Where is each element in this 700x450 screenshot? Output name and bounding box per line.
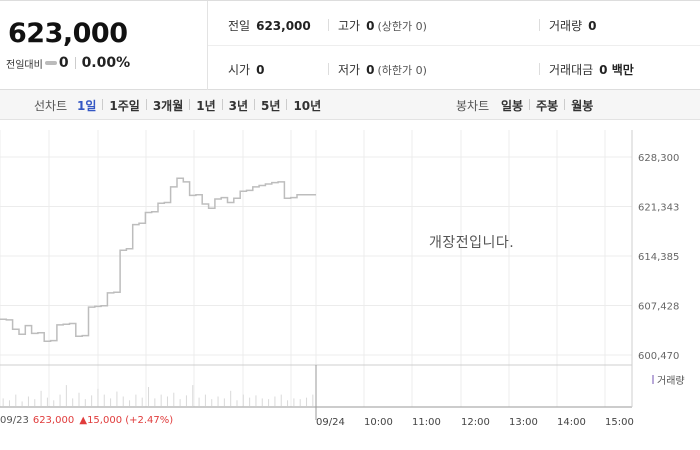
- x-tick-label: 14:00: [557, 417, 586, 428]
- volume-legend: 거래량: [652, 372, 685, 387]
- chart-toolbar: 선차트 1일 1주일 3개월 1년 3년 5년 10년 봉차트 일봉 주봉 월봉: [0, 90, 700, 120]
- tab-line-4[interactable]: 3년: [228, 99, 249, 113]
- divider: [328, 63, 329, 75]
- y-tick-label: 628,300: [638, 153, 679, 164]
- high-price: 고가 0 (상한가 0): [338, 17, 427, 34]
- tab-line-0[interactable]: 1일: [77, 99, 97, 113]
- volume: 거래량 0: [549, 17, 596, 34]
- unchanged-icon: [44, 61, 57, 65]
- tab-line-1[interactable]: 1주일: [109, 99, 140, 113]
- open-label: 시가: [228, 63, 251, 77]
- footer-price: 623,000: [32, 415, 75, 426]
- tab-line-6[interactable]: 10년: [293, 99, 322, 113]
- x-tick-label: 09/24: [316, 417, 345, 428]
- change-value: 0: [58, 55, 69, 71]
- footer-date: 09/23: [0, 415, 29, 426]
- divider: [189, 99, 191, 110]
- prev-close-value: 623,000: [256, 19, 311, 33]
- tab-candle-1[interactable]: 주봉: [536, 99, 559, 113]
- tab-line-3[interactable]: 1년: [196, 99, 216, 113]
- chart-footer: 09/23 623,000 ▲15,000 (+2.47%): [0, 415, 173, 426]
- line-chart-title: 선차트: [34, 99, 68, 113]
- prev-close-label: 전일: [228, 19, 251, 33]
- price-box: 623,000 전일대비 0 0.00%: [0, 1, 208, 90]
- price-chart-svg: 628,300 621,343 614,385 607,428 600,470 09/24…: [0, 130, 679, 428]
- open-price: 시가 0: [228, 61, 264, 78]
- divider: [564, 99, 566, 110]
- low-label: 저가: [338, 63, 361, 77]
- trade-amount-label: 거래대금: [549, 63, 594, 77]
- price-line: [0, 177, 316, 343]
- high-value: 0: [366, 19, 375, 33]
- y-tick-label: 600,470: [638, 351, 679, 362]
- footer-change: ▲15,000 (+2.47%): [79, 415, 174, 426]
- quote-summary: 623,000 전일대비 0 0.00% 전일 623,000 고가 0 (상한가 0…: [0, 0, 700, 90]
- current-price: 623,000: [8, 18, 128, 49]
- volume-legend-label: 거래량: [657, 376, 685, 387]
- tab-candle-0[interactable]: 일봉: [501, 99, 524, 113]
- divider: [529, 99, 531, 110]
- high-label: 고가: [338, 19, 361, 33]
- tab-line-5[interactable]: 5년: [261, 99, 281, 113]
- divider: [145, 99, 147, 110]
- upper-limit: (상한가 0): [377, 20, 427, 33]
- low-value: 0: [366, 63, 375, 77]
- price-chart: 628,300 621,343 614,385 607,428 600,470 09/24…: [0, 120, 700, 450]
- line-chart-tabs: 1일 1주일 3개월 1년 3년 5년 10년: [77, 97, 321, 114]
- change-percent: 0.00%: [81, 55, 131, 71]
- volume-label: 거래량: [549, 19, 583, 33]
- divider: [221, 99, 223, 110]
- divider: [208, 45, 700, 46]
- x-tick-label: 11:00: [412, 417, 441, 428]
- y-tick-label: 614,385: [638, 252, 679, 263]
- divider: [539, 63, 540, 75]
- divider: [539, 19, 540, 31]
- divider: [328, 19, 329, 31]
- x-tick-label: 13:00: [509, 417, 538, 428]
- divider: [254, 99, 256, 110]
- lower-limit: (하한가 0): [377, 64, 427, 77]
- divider: [286, 99, 288, 110]
- x-tick-label: 12:00: [461, 417, 490, 428]
- x-tick-label: 15:00: [605, 417, 634, 428]
- divider: [74, 57, 76, 69]
- tab-candle-2[interactable]: 월봉: [571, 99, 594, 113]
- tab-line-2[interactable]: 3개월: [152, 99, 184, 113]
- change-row: 전일대비 0 0.00%: [6, 55, 130, 71]
- open-value: 0: [256, 63, 265, 77]
- x-tick-label: 10:00: [364, 417, 393, 428]
- trade-amount-value: 0 백만: [599, 63, 634, 77]
- stats-grid: 전일 623,000 고가 0 (상한가 0) 거래량 0 시가 0 저가 0 (하한가 0)…: [208, 1, 700, 90]
- market-closed-message: 개장전입니다.: [429, 235, 515, 251]
- candle-chart-title: 봉차트: [456, 99, 490, 113]
- change-label: 전일대비: [6, 59, 43, 71]
- low-price: 저가 0 (하한가 0): [338, 61, 427, 78]
- volume-value: 0: [588, 19, 597, 33]
- y-tick-label: 621,343: [638, 203, 679, 214]
- candle-chart-tabs: 일봉 주봉 월봉: [501, 97, 593, 114]
- prev-close: 전일 623,000: [228, 17, 311, 34]
- y-tick-label: 607,428: [638, 302, 679, 313]
- divider: [102, 99, 104, 110]
- trade-amount: 거래대금 0 백만: [549, 61, 634, 78]
- volume-legend-swatch: [652, 375, 654, 384]
